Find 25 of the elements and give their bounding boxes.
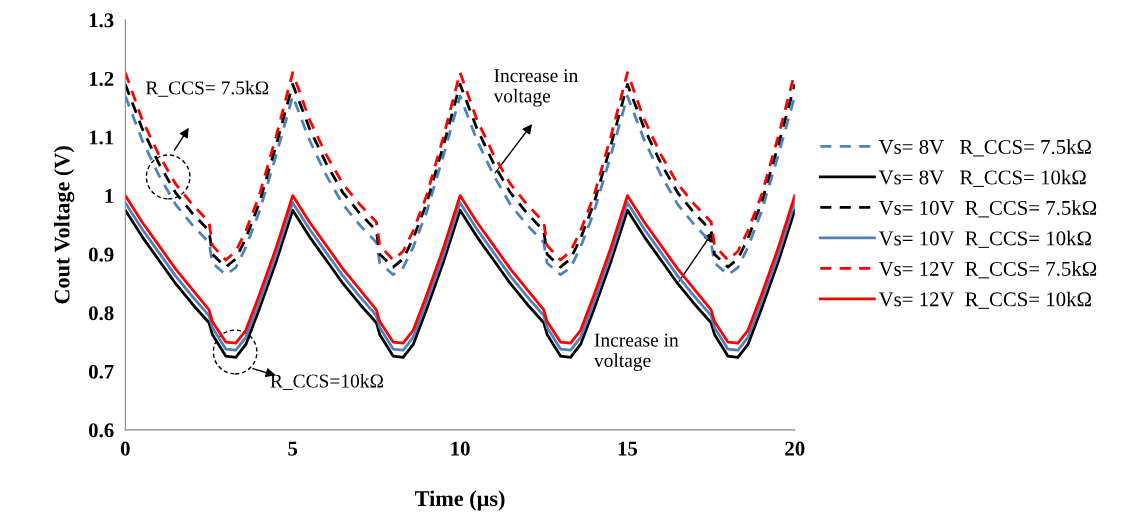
legend-label: Vs= 12V R_CCS= 10kΩ (878, 291, 1091, 309)
y-axis-title: Cout Voltage (V) (53, 146, 75, 304)
y-tick-label: 0.7 (88, 364, 114, 379)
y-tick-label: 1 (105, 189, 114, 203)
legend-label: Vs= 8V R_CCS= 7.5kΩ (878, 139, 1091, 157)
y-tick-label: 1.2 (89, 71, 114, 86)
legend-label: Vs= 12V R_CCS= 7.5kΩ (878, 261, 1097, 279)
x-tick-label: 10 (451, 441, 470, 456)
annotation: R_CCS=10kΩ (270, 373, 383, 390)
y-tick-label: 0.8 (88, 306, 114, 321)
annotation: R_CCS= 7.5kΩ (145, 80, 269, 97)
x-tick-label: 20 (785, 441, 805, 456)
legend-label: Vs= 8V R_CCS= 10kΩ (878, 169, 1086, 187)
x-tick-label: 0 (120, 441, 130, 456)
x-tick-label: 5 (288, 441, 298, 456)
x-axis-title: Time (µs) (415, 490, 505, 511)
legend-label: Vs= 10V R_CCS= 10kΩ (878, 230, 1091, 248)
y-tick-label: 0.6 (88, 423, 114, 438)
y-tick-label: 0.9 (88, 247, 114, 262)
legend-label: Vs= 10V R_CCS= 7.5kΩ (878, 200, 1097, 218)
annotation: Increase in voltage (593, 333, 679, 372)
annotation: Increase in voltage (493, 69, 578, 107)
y-tick-label: 1.1 (89, 130, 114, 145)
y-tick-label: 1.3 (89, 13, 114, 28)
x-tick-label: 15 (618, 441, 638, 456)
